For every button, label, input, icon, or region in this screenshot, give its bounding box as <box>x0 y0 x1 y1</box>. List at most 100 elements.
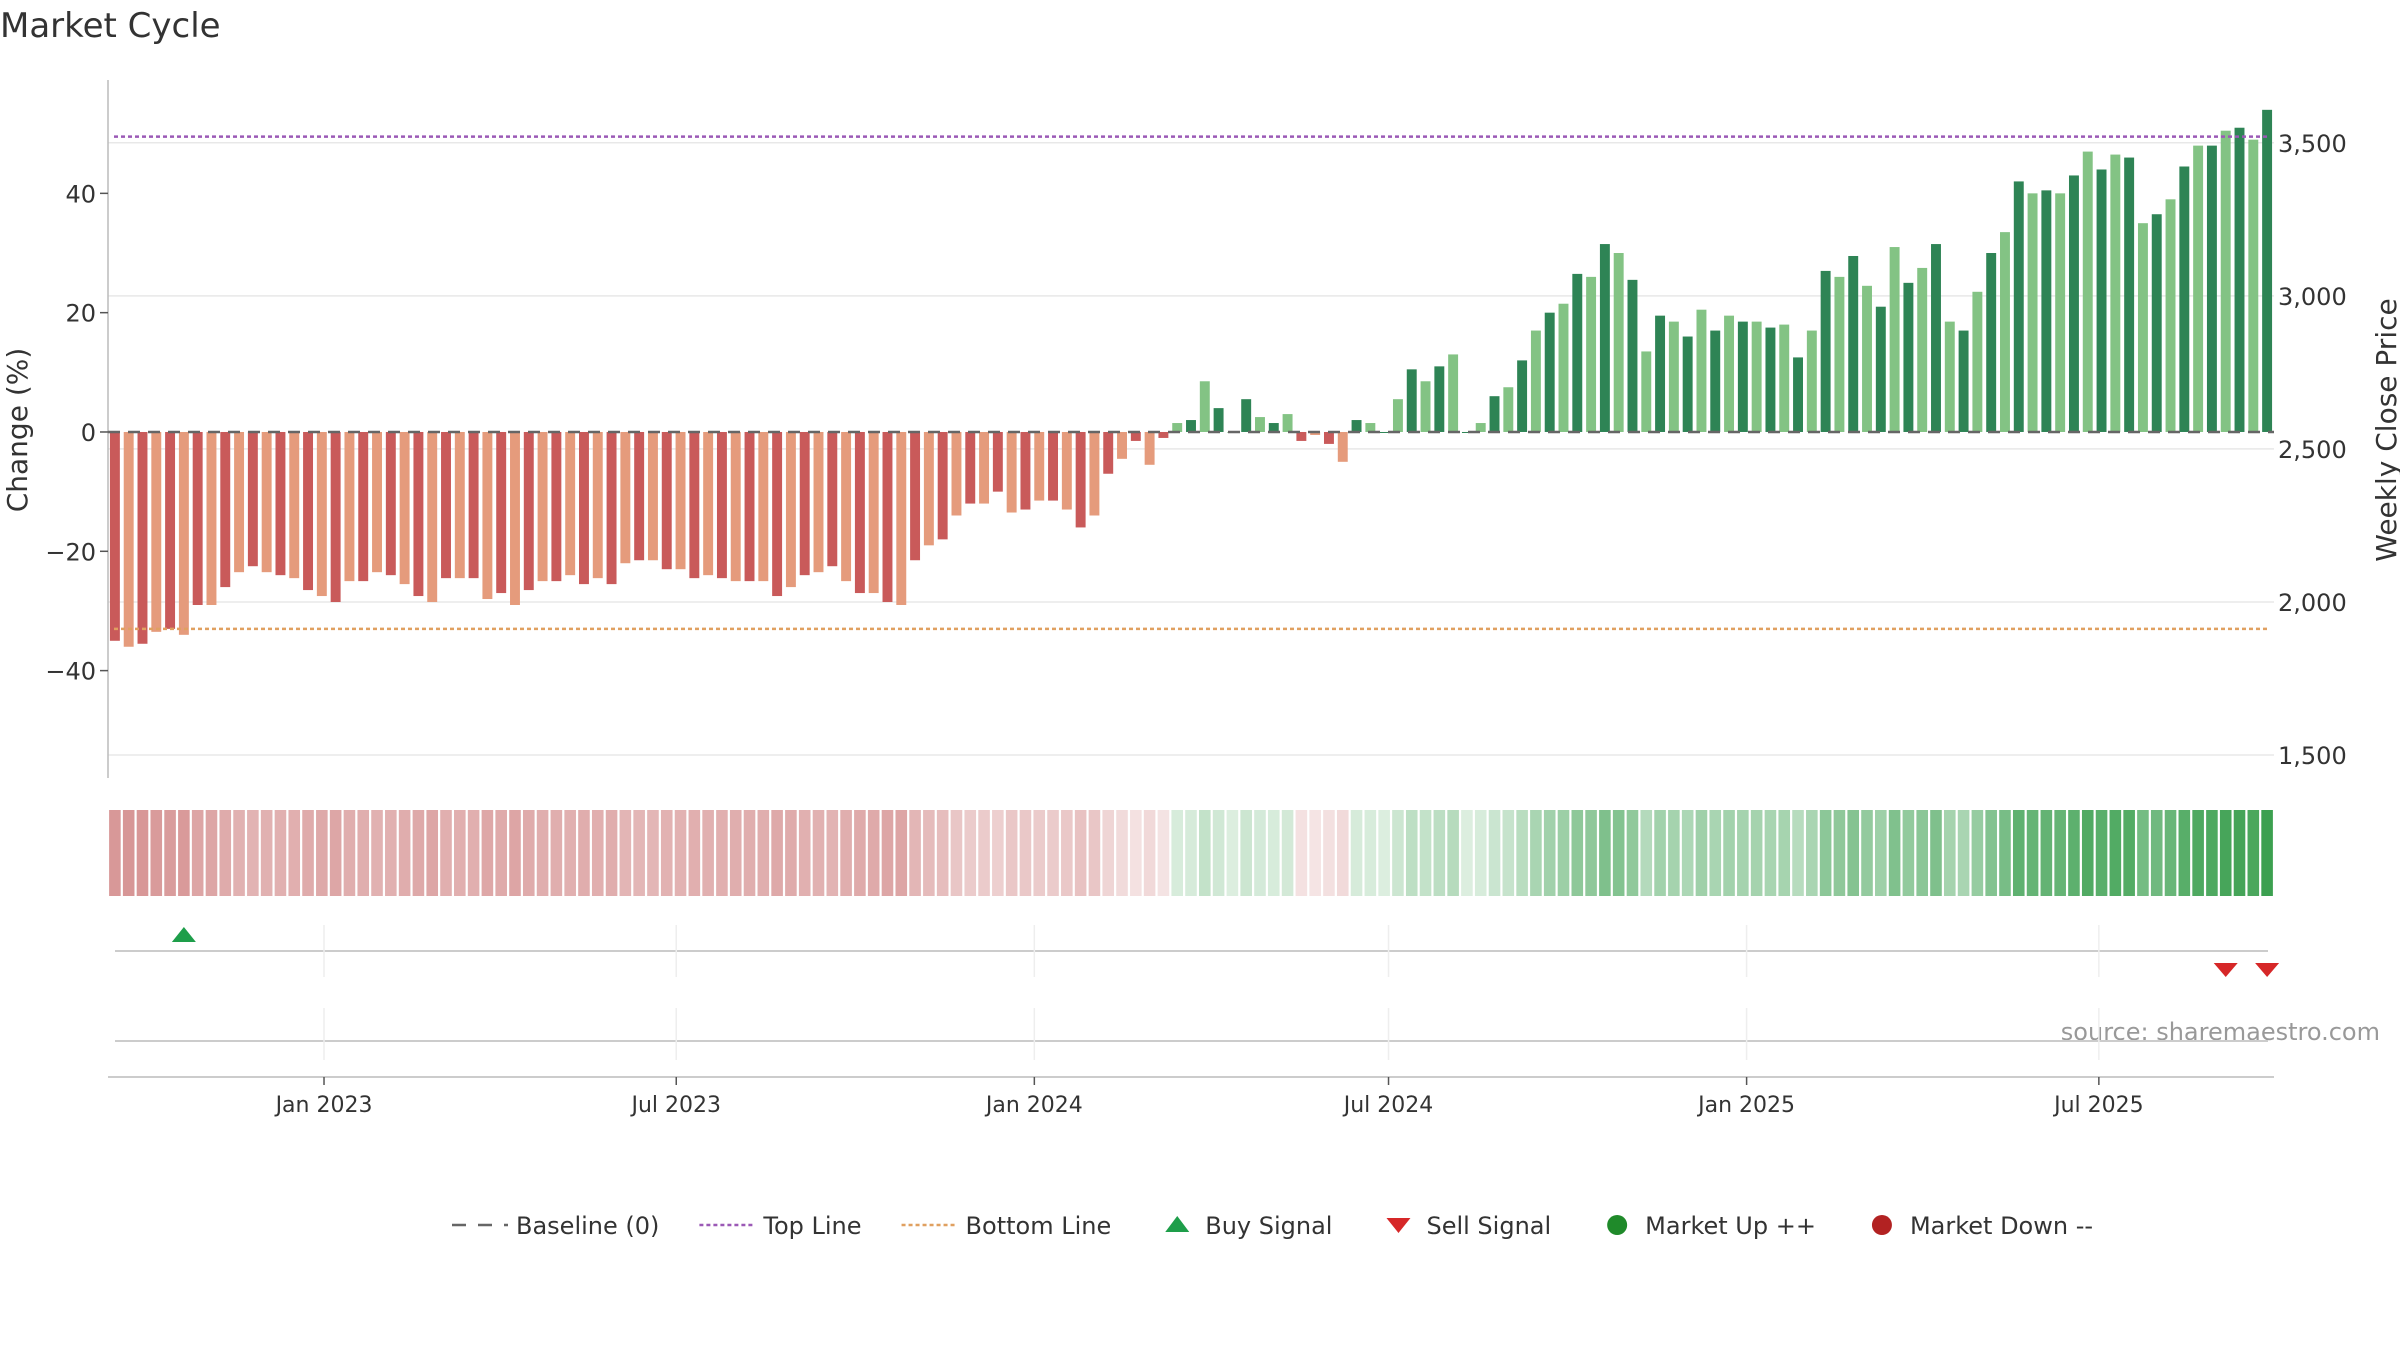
heat-strip-cell <box>1709 810 1722 896</box>
legend-swatch-sell <box>1386 1218 1411 1233</box>
bar <box>1517 360 1528 432</box>
heat-strip-cell <box>1157 810 1170 896</box>
bar <box>1793 357 1803 432</box>
heat-strip-cell <box>1847 810 1860 896</box>
heat-strip-cell <box>2123 810 2135 896</box>
bar <box>1255 417 1265 432</box>
bar <box>1986 253 1997 432</box>
bar <box>1737 321 1748 432</box>
heat-strip-cell <box>895 810 908 896</box>
heat-strip-cell <box>1254 810 1266 896</box>
bar <box>1586 276 1597 432</box>
heat-strip-cell <box>536 810 549 896</box>
heat-strip-cell <box>219 810 232 896</box>
bar <box>1820 270 1831 432</box>
heat-strip-cell <box>716 810 728 896</box>
legend-label: Market Up ++ <box>1645 1212 1816 1240</box>
bar <box>2262 109 2273 432</box>
bar <box>1724 315 1735 432</box>
y-tick-label-right: 2,500 <box>2278 436 2347 464</box>
bar <box>399 431 410 585</box>
bar <box>2137 223 2148 432</box>
bar <box>165 431 176 629</box>
bar <box>592 431 603 579</box>
heat-strip-cell <box>1488 810 1501 896</box>
heat-strip-cell <box>1074 810 1087 896</box>
bar <box>1903 282 1914 432</box>
heat-strip-cell <box>909 810 921 896</box>
heat-strip-cell <box>564 810 576 896</box>
bar <box>1379 431 1390 433</box>
heat-strip-cell <box>854 810 866 896</box>
heat-strip-cell <box>1737 810 1749 896</box>
heat-strip-cell <box>1130 810 1142 896</box>
legend-label: Sell Signal <box>1426 1212 1551 1240</box>
bar <box>647 431 658 561</box>
heat-strip-cell <box>1364 810 1377 896</box>
heat-strip-cell <box>1875 810 1887 896</box>
sell-signal-marker <box>2213 963 2238 977</box>
heat-strip-cell <box>1943 810 1956 896</box>
y-tick-label-right: 2,000 <box>2278 589 2347 617</box>
heat-strip-cell <box>1792 810 1804 896</box>
bar <box>468 431 479 579</box>
heat-strip-cell <box>2233 810 2246 896</box>
heat-strip-cell <box>233 810 245 896</box>
legend-swatch-market-down <box>1871 1215 1892 1235</box>
heat-strip-cell <box>785 810 797 896</box>
bar <box>799 431 810 576</box>
bar <box>275 431 286 576</box>
bar <box>496 431 507 594</box>
heat-strip-cell <box>1350 810 1363 896</box>
heat-strip-cell <box>1474 810 1487 896</box>
bar <box>565 431 576 576</box>
bar <box>1296 431 1307 441</box>
bar <box>1848 255 1859 432</box>
bar <box>2220 130 2231 432</box>
bar <box>923 431 934 546</box>
bar <box>1751 321 1762 432</box>
heat-strip-cell <box>1806 810 1818 896</box>
heat-strip-cell <box>1723 810 1735 896</box>
y-tick-label-left: 0 <box>81 419 96 447</box>
bar <box>1475 423 1486 432</box>
x-tick-label: Jan 2024 <box>984 1093 1083 1118</box>
heat-strip-cell <box>1819 810 1832 896</box>
heat-strip-cell <box>205 810 218 896</box>
bar <box>2124 157 2135 432</box>
bar <box>1461 431 1472 433</box>
heat-strip-cell <box>1957 810 1970 896</box>
bar <box>1199 381 1210 432</box>
y-tick-label-left: −40 <box>45 658 96 686</box>
heat-strip-cell <box>743 810 756 896</box>
bar <box>1268 423 1279 432</box>
bar <box>1931 244 1941 432</box>
heat-strip-cell <box>2219 810 2232 896</box>
bar <box>303 431 314 591</box>
bar <box>206 431 217 605</box>
heat-strip-cell <box>2150 810 2163 896</box>
heat-strip-cell <box>550 810 563 896</box>
heat-strip-cell <box>2026 810 2039 896</box>
bar <box>1530 330 1541 432</box>
heat-strip-cell <box>702 810 714 896</box>
bar <box>758 431 769 582</box>
heat-strip-cell <box>992 810 1004 896</box>
heat-strip-cell <box>371 810 383 896</box>
bar <box>510 431 520 605</box>
y-tick-label-right: 3,500 <box>2278 130 2347 158</box>
bar <box>316 431 327 597</box>
heat-strip-cell <box>1612 810 1625 896</box>
bar <box>1765 327 1776 432</box>
heat-strip-cell <box>2054 810 2066 896</box>
heat-strip-cell <box>1047 810 1059 896</box>
heat-strip-cell <box>1778 810 1791 896</box>
heat-strip-cell <box>729 810 742 896</box>
heat-strip-cell <box>1061 810 1073 896</box>
heat-strip-cell <box>1143 810 1156 896</box>
bar <box>1710 330 1721 432</box>
bar <box>2068 175 2079 432</box>
bar <box>1917 267 1928 432</box>
bar <box>1282 414 1293 432</box>
bar <box>1034 431 1045 501</box>
